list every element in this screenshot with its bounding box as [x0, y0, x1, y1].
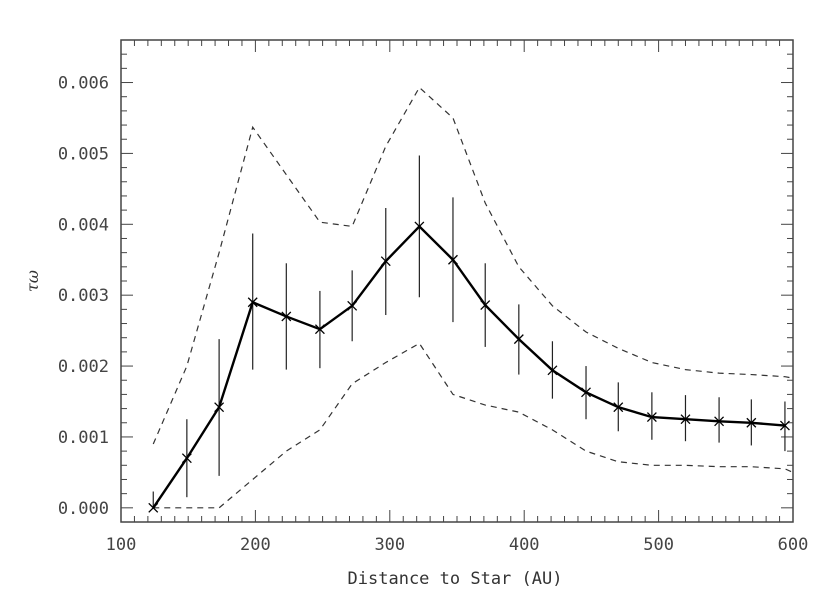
main-series-line: [152, 224, 786, 509]
marker-layer: [148, 221, 790, 513]
marker-stroke: [680, 414, 691, 425]
marker-stroke: [714, 416, 725, 427]
marker-stroke: [480, 300, 491, 311]
lower-dashed-bound: [153, 342, 794, 509]
data-point-marker: [746, 417, 757, 428]
x-tick-label: 200: [240, 535, 271, 555]
x-tick-label: 300: [374, 535, 405, 555]
marker-stroke: [281, 311, 292, 322]
marker-stroke: [181, 453, 192, 464]
y-axis-label: τω: [23, 270, 42, 292]
x-tick-label: 400: [509, 535, 540, 555]
y-tick-label: 0.006: [58, 74, 109, 94]
data-point-marker: [779, 420, 790, 431]
errorbar-layer: [152, 155, 786, 508]
data-point-marker: [181, 453, 192, 464]
ticks-layer: [120, 40, 794, 523]
data-point-marker: [314, 324, 325, 335]
marker-stroke: [746, 417, 757, 428]
data-point-marker: [347, 300, 358, 311]
plot-frame: [120, 39, 794, 523]
y-tick-label: 0.003: [58, 286, 109, 306]
marker-stroke: [513, 334, 524, 345]
upper-dashed-bound: [152, 86, 794, 445]
marker-stroke: [347, 300, 358, 311]
y-tick-label: 0.005: [58, 144, 109, 164]
marker-stroke: [214, 402, 225, 413]
marker-stroke: [581, 387, 591, 398]
data-point-marker: [613, 402, 624, 413]
data-point-marker: [148, 502, 159, 513]
x-tick-label: 600: [778, 535, 809, 555]
x-tick-label: 100: [106, 535, 137, 555]
dashed-bounds-layer: [152, 86, 794, 509]
tick-labels-layer: 100 200 300 400 500 600 0.000 0.001 0.002 0.003 0.…: [58, 74, 809, 555]
marker-stroke: [148, 502, 159, 513]
data-point-marker: [480, 300, 491, 311]
marker-stroke: [448, 254, 458, 265]
marker-stroke: [247, 297, 258, 308]
data-point-marker: [247, 297, 258, 308]
data-point-marker: [714, 416, 725, 427]
marker-stroke: [547, 365, 558, 376]
x-axis-label: Distance to Star (AU): [348, 569, 563, 589]
data-point-marker: [414, 221, 425, 232]
data-point-marker: [646, 412, 657, 423]
marker-stroke: [779, 420, 790, 431]
data-point-marker: [581, 387, 591, 398]
data-point-marker: [281, 311, 292, 322]
y-tick-label: 0.004: [58, 215, 109, 235]
y-tick-label: 0.002: [58, 357, 109, 377]
main-line-layer: [152, 224, 786, 509]
marker-stroke: [613, 402, 624, 413]
data-point-marker: [547, 365, 558, 376]
data-point-marker: [513, 334, 524, 345]
marker-stroke: [646, 412, 657, 423]
marker-stroke: [414, 221, 425, 232]
x-tick-label: 500: [643, 535, 674, 555]
marker-stroke: [314, 324, 325, 335]
data-point-marker: [380, 256, 391, 267]
data-point-marker: [448, 254, 458, 265]
data-point-marker: [214, 402, 225, 413]
y-tick-label: 0.001: [58, 428, 109, 448]
data-point-marker: [680, 414, 691, 425]
y-tick-label: 0.000: [58, 499, 109, 519]
marker-stroke: [380, 256, 391, 267]
